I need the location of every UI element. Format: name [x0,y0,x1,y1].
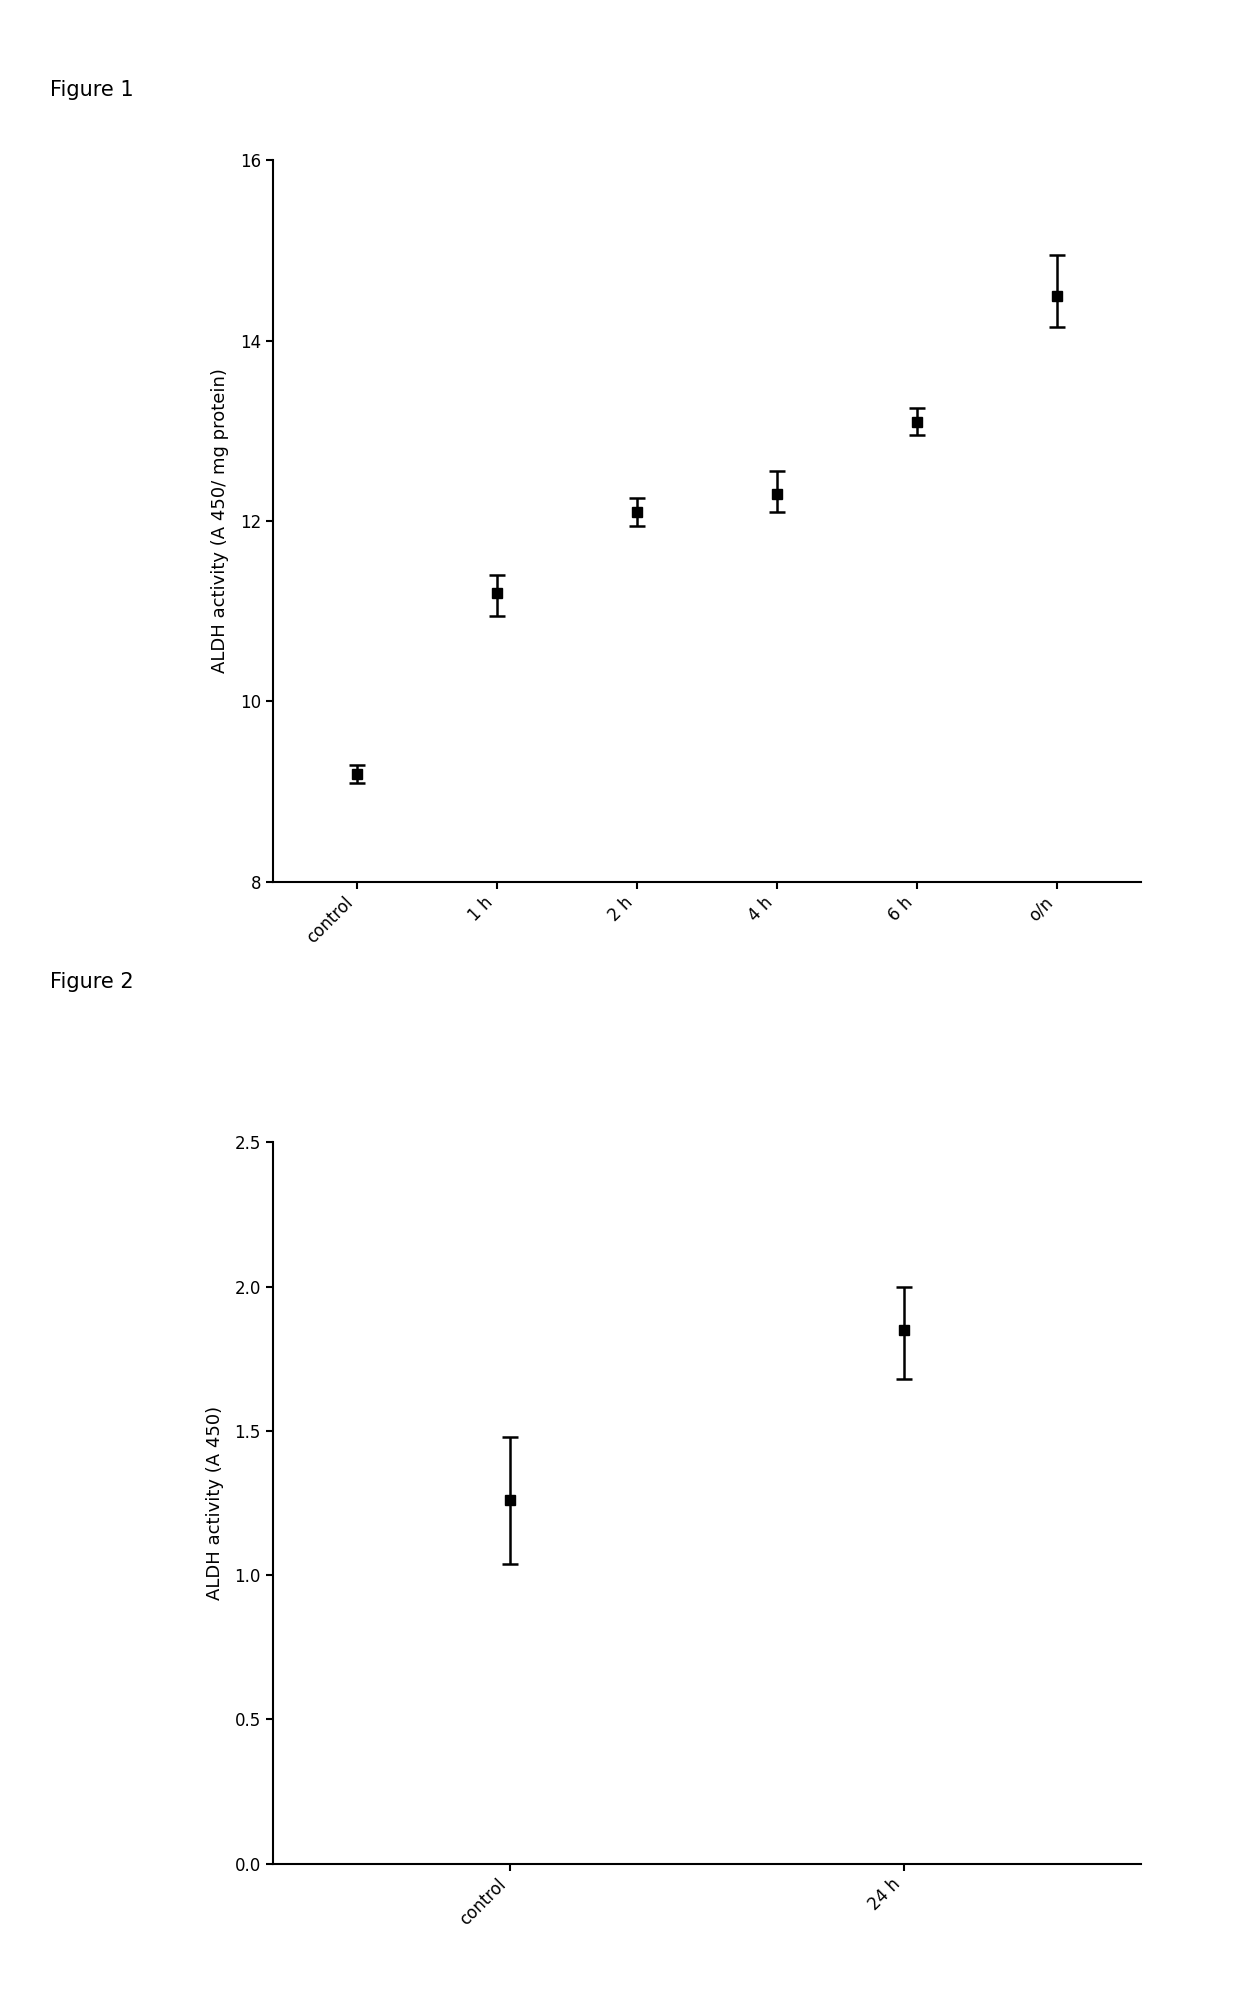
Y-axis label: ALDH activity (A 450): ALDH activity (A 450) [206,1407,223,1599]
Text: Figure 1: Figure 1 [50,80,133,100]
Y-axis label: ALDH activity (A 450/ mg protein): ALDH activity (A 450/ mg protein) [211,369,228,673]
Text: Figure 2: Figure 2 [50,972,133,992]
